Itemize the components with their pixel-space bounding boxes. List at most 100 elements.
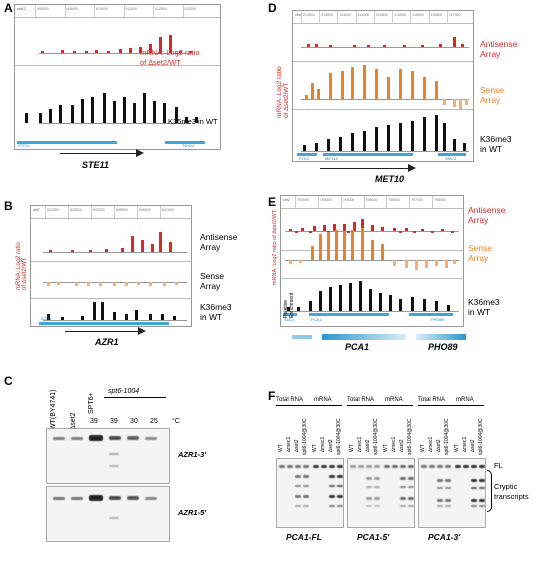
blot-band [445, 479, 451, 482]
brace-icon [487, 470, 492, 512]
gene-track-label: AZR1 [41, 316, 52, 321]
coordinate-tick [355, 11, 357, 23]
chart-bar [47, 314, 50, 320]
chart-bar [289, 260, 292, 264]
coordinate-label: 792000 [297, 198, 309, 202]
gene-name: MET10 [375, 174, 405, 184]
chart-bar [349, 283, 352, 311]
chart-bar [399, 69, 402, 99]
blot-band [408, 486, 414, 488]
coordinate-tick [68, 206, 69, 218]
y-axis-label: mRNA: Log2 ratio of ∆set2/WT [272, 209, 278, 285]
temp-label: 25 [150, 418, 158, 425]
chart-bar [329, 287, 332, 311]
coordinate-tick [153, 5, 154, 17]
chart-bar [339, 285, 342, 311]
chart-bar [403, 45, 406, 47]
chart-bar [339, 137, 342, 151]
gene-track [297, 153, 317, 156]
chart-bar [327, 139, 330, 151]
chart-bar [163, 282, 166, 286]
chart-bar [47, 282, 50, 286]
chart-bar [81, 316, 84, 320]
chart-bar [465, 99, 468, 105]
chart-bar [309, 231, 312, 233]
chart-bar [159, 232, 162, 252]
blot-band [295, 495, 301, 498]
panel-a-track-frame: chr12 608000 609000 610000 611000 612000 6130… [14, 4, 221, 150]
arrow-head-icon [138, 327, 146, 335]
blot-band [303, 475, 309, 478]
chart-bar [289, 229, 292, 231]
chart-bar [85, 51, 88, 53]
blot-band [392, 465, 398, 468]
coordinate-label: 214000 [339, 13, 352, 17]
chart-bar [121, 248, 124, 252]
chart-bar [75, 282, 78, 286]
gene-track-label: MET10 [325, 156, 338, 161]
chart-bar [405, 228, 408, 231]
blot-band [295, 485, 301, 487]
chart-bar [453, 99, 456, 107]
blot-band [350, 465, 356, 468]
gene-track [165, 141, 205, 144]
coordinate-tick [319, 11, 321, 23]
coordinate-tick [428, 11, 430, 23]
coordinate-label: 217000 [448, 13, 461, 17]
chart-bar [87, 282, 90, 286]
y-axis-label: mRNA: Log2 ratio of ∆set2/WT [16, 242, 28, 290]
chart-bar [415, 260, 418, 270]
chart-bar [61, 317, 64, 320]
coordinate-tick [317, 196, 319, 208]
gene-track-label: PHO89 [431, 317, 445, 322]
coordinate-label: 214500 [357, 13, 370, 17]
chart-bar [353, 45, 356, 47]
chart-bar [107, 51, 110, 53]
chart-bar [185, 117, 188, 123]
gene-name: STE11 [82, 160, 109, 170]
temp-label: 30 [130, 418, 138, 425]
chart-bar [305, 95, 308, 99]
full-length-label: FL [494, 461, 503, 470]
blot-band [408, 465, 414, 468]
chart-bar [375, 69, 378, 99]
coordinate-tick [392, 11, 394, 23]
chart-bar [435, 81, 438, 99]
chart-bar [425, 260, 428, 268]
panel-label-a: A [4, 1, 13, 15]
chart-bar [375, 127, 378, 151]
header-underline [418, 405, 484, 406]
blot-band [479, 465, 485, 468]
chart-bar [333, 224, 336, 231]
panel-label-f: F [268, 389, 276, 403]
coordinate-tick [337, 11, 339, 23]
chart-bar [169, 35, 172, 53]
chart-bar [461, 44, 464, 47]
cryptic-transcripts-label: Cryptic transcripts [494, 482, 529, 501]
chart-bar [311, 83, 314, 99]
lane-label: ∆set2 [328, 439, 334, 452]
relative-enrichment-label: Relative Enrichment [283, 292, 295, 318]
gene-arrow [65, 331, 140, 332]
chart-bar [351, 67, 354, 99]
temp-label: 39 [90, 418, 98, 425]
blot-band [479, 479, 485, 482]
blot-band [471, 487, 477, 489]
northern-blot [276, 458, 344, 528]
chart-bar [61, 50, 64, 53]
chart-bar [101, 302, 104, 320]
chart-bar [149, 44, 152, 53]
chart-bar [341, 71, 344, 99]
blot-band [445, 465, 451, 468]
total-rna-header: Total RNA [276, 397, 304, 403]
blot-band [471, 479, 477, 482]
blot-band [329, 475, 335, 478]
chart-bar [363, 131, 366, 151]
coordinate-label: 845000 [116, 208, 128, 212]
chart-bar [309, 301, 312, 311]
blot-band [400, 497, 406, 500]
chart-bar [435, 301, 438, 311]
lane-label: spt6-1004@30C [478, 418, 484, 456]
chart-bar [153, 101, 156, 123]
probe-label: AZR1-5' [178, 508, 207, 517]
